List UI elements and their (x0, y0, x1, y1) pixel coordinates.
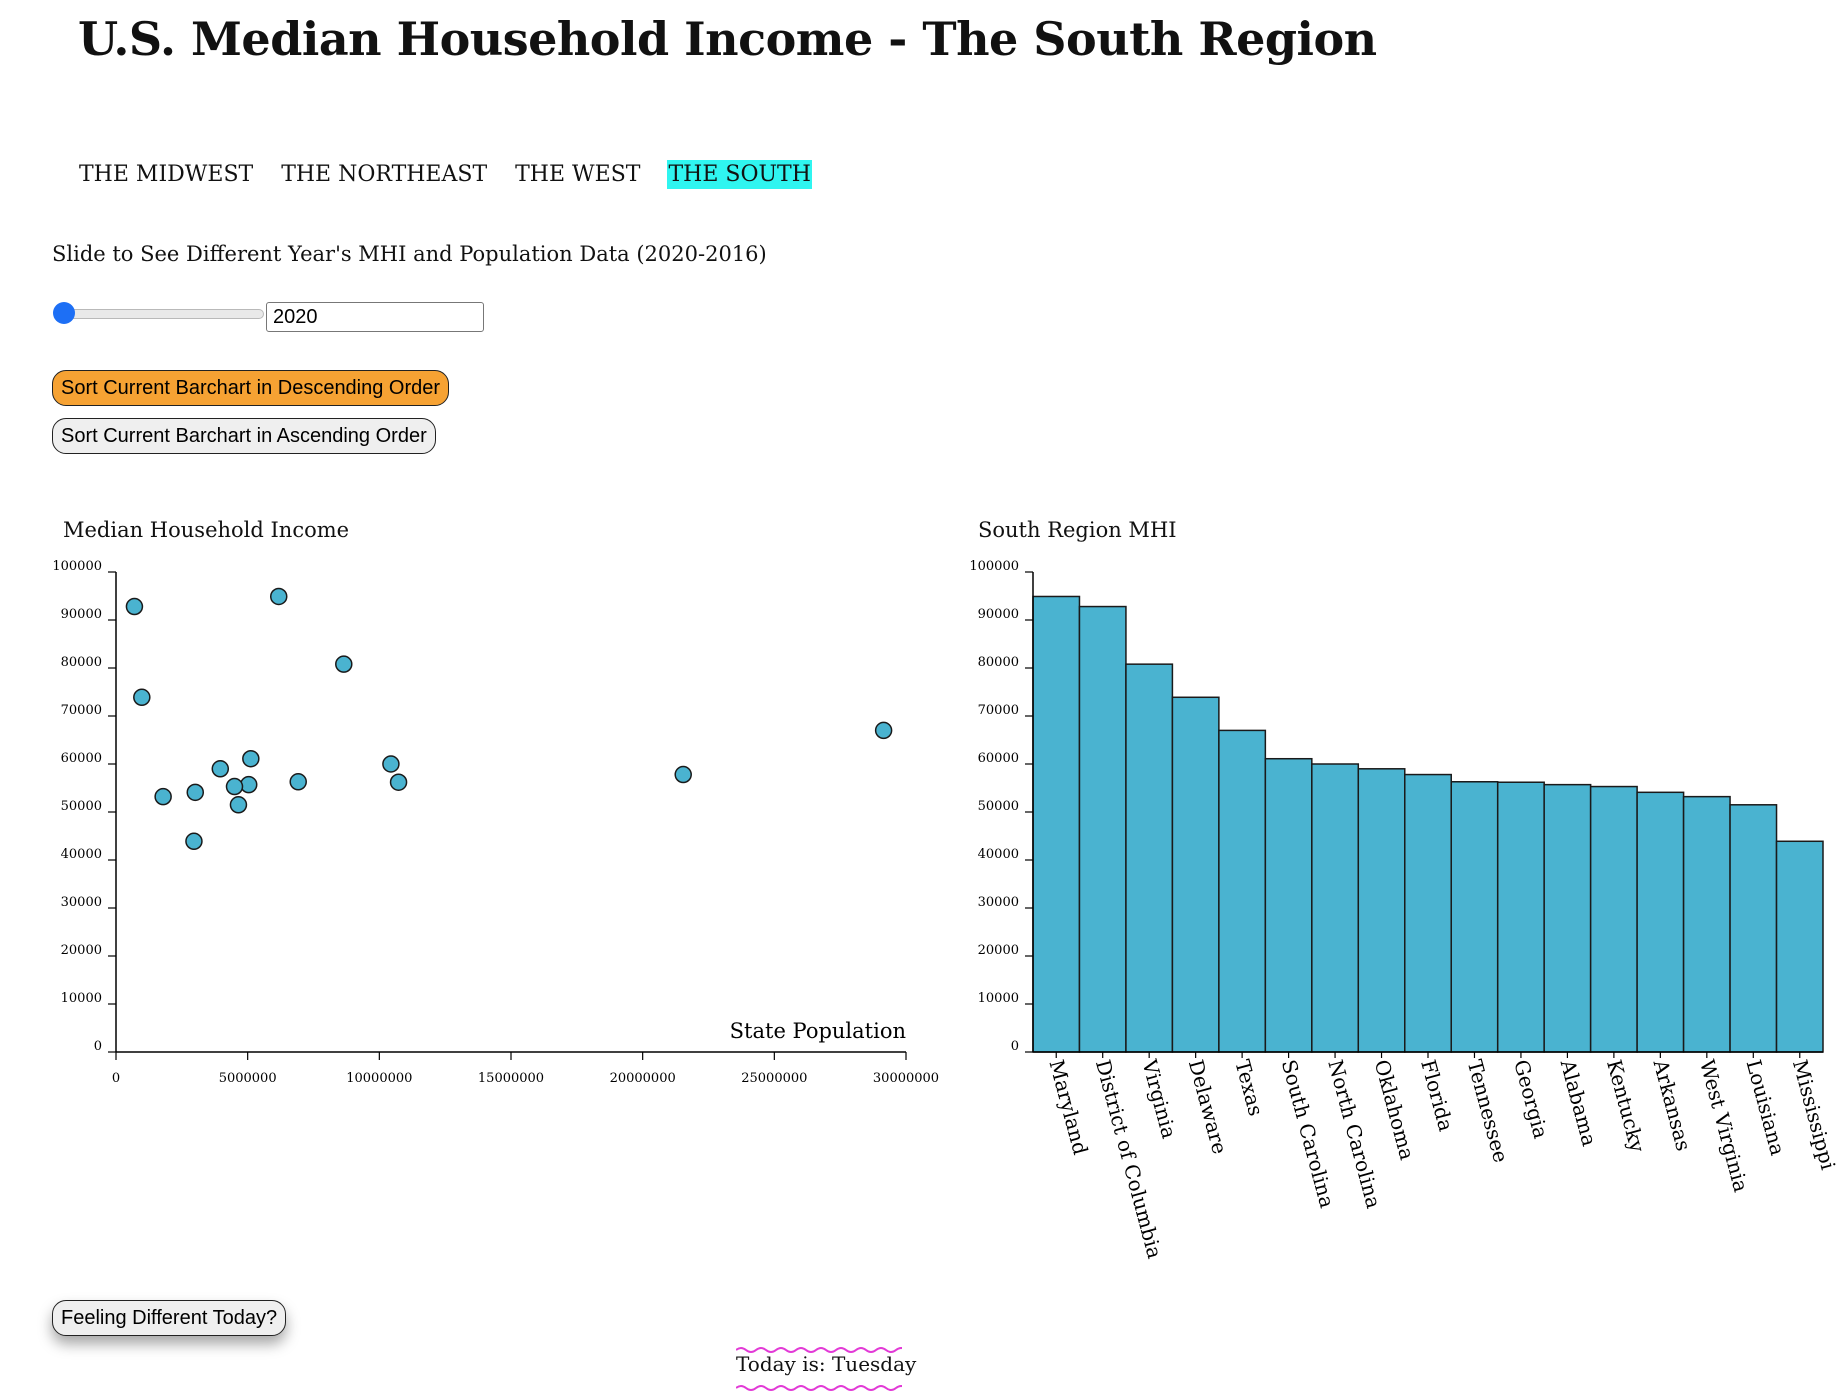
bar (1032, 595, 1081, 1053)
scatter-x-tick-label: 20000000 (610, 1071, 676, 1086)
scatter-point (229, 796, 248, 814)
scatter-x-tick-label: 5000000 (219, 1071, 277, 1086)
scatter-chart: 0 10000 20000 30000 40000 50000 60000 70000 8000… (52, 559, 939, 1086)
scatter-y-tick-label: 90000 (61, 607, 102, 622)
bar (1636, 791, 1685, 1053)
bar-y-tick-label: 70000 (978, 703, 1019, 718)
scatter-point (335, 655, 353, 673)
today-text: Today is: Tuesday (736, 1352, 917, 1376)
scatter-x-tick-label: 15000000 (478, 1071, 544, 1086)
page-title: U.S. Median Household Income - The South… (78, 12, 1377, 66)
scatter-x-axis-label: State Population (730, 1019, 906, 1043)
scatter-point (185, 832, 203, 851)
scatter-title: Median Household Income (63, 518, 350, 542)
bar (1496, 781, 1545, 1053)
bar-category-label: Kentucky (1602, 1057, 1650, 1155)
scatter-point (225, 777, 244, 796)
bar-y-tick-label: 100000 (969, 559, 1019, 574)
bar (1125, 663, 1174, 1053)
bar-category-label: Louisiana (1741, 1057, 1790, 1158)
scatter-point (211, 760, 230, 778)
scatter-y-tick-label: 60000 (61, 751, 102, 766)
bar (1311, 763, 1360, 1053)
scatter-x-tick-label: 0 (112, 1071, 120, 1086)
bar-y-tick-label: 80000 (978, 655, 1019, 670)
feeling-different-button[interactable]: Feeling Different Today? (52, 1300, 287, 1336)
scatter-point (674, 765, 692, 784)
bar (1729, 804, 1778, 1053)
bar-category-label: Delaware (1184, 1057, 1232, 1157)
bar-category-label: West Virginia (1695, 1057, 1753, 1195)
bar (1775, 840, 1824, 1053)
scatter-y-tick-label: 70000 (61, 703, 102, 718)
bar-y-tick-label: 50000 (978, 799, 1019, 814)
scatter-y-tick-label: 100000 (52, 559, 102, 574)
scatter-point (874, 721, 893, 740)
bar-y-tick-label: 30000 (978, 895, 1019, 910)
bar (1218, 729, 1267, 1053)
bar-category-label: Maryland (1044, 1057, 1092, 1157)
bar (1264, 757, 1313, 1053)
scatter-y-tick-label: 80000 (61, 655, 102, 670)
slider-track[interactable] (56, 309, 264, 319)
bar-category-label: Virginia (1137, 1056, 1181, 1141)
bar-chart-title: South Region MHI (978, 518, 1177, 542)
scatter-point (269, 587, 288, 606)
scatter-y-tick-label: 30000 (61, 895, 102, 910)
sort-descending-button[interactable]: Sort Current Barchart in Descending Orde… (52, 370, 450, 406)
scatter-x-tick-label: 10000000 (346, 1071, 412, 1086)
bar-category-label: Georgia (1509, 1057, 1553, 1141)
bar (1682, 795, 1731, 1053)
bar-category-label: Alabama (1555, 1056, 1601, 1149)
bar (1078, 605, 1127, 1053)
scatter-point (133, 688, 151, 707)
slider-thumb[interactable] (53, 302, 75, 324)
bar-category-label: Texas (1230, 1057, 1268, 1118)
nav-northeast[interactable]: THE NORTHEAST (281, 162, 488, 187)
bar (1404, 773, 1452, 1053)
bar (1357, 768, 1406, 1053)
bar-y-tick-label: 90000 (978, 607, 1019, 622)
scatter-point (154, 787, 172, 806)
bar-y-tick-label: 10000 (978, 991, 1019, 1006)
today-wave-top (736, 1347, 902, 1353)
nav-west[interactable]: THE WEST (515, 162, 641, 187)
scatter-y-tick-label: 10000 (61, 991, 102, 1006)
region-nav: THE MIDWEST THE NORTHEAST THE WEST THE S… (78, 160, 812, 189)
scatter-point (242, 749, 260, 768)
today-wave-bottom (736, 1385, 902, 1391)
bar-category-label: Tennessee (1463, 1057, 1513, 1165)
scatter-point (389, 773, 408, 791)
bar-y-tick-label: 0 (1011, 1039, 1019, 1054)
scatter-x-tick-label: 25000000 (741, 1071, 807, 1086)
scatter-point (289, 773, 307, 791)
sort-ascending-button[interactable]: Sort Current Barchart in Ascending Order (52, 418, 436, 454)
year-input[interactable] (266, 302, 484, 332)
scatter-point (125, 597, 144, 616)
bar (1543, 783, 1592, 1053)
scatter-y-tick-label: 40000 (61, 847, 102, 862)
bar-category-label: Oklahoma (1370, 1057, 1420, 1162)
year-slider[interactable] (53, 302, 264, 324)
scatter-y-tick-label: 50000 (61, 799, 102, 814)
bar-y-tick-label: 20000 (978, 943, 1019, 958)
bar-category-label: Mississippi (1788, 1057, 1840, 1172)
nav-south[interactable]: THE SOUTH (667, 160, 812, 189)
bar-y-tick-label: 40000 (978, 847, 1019, 862)
scatter-point (382, 755, 400, 773)
nav-midwest[interactable]: THE MIDWEST (79, 162, 254, 187)
scatter-point (186, 783, 205, 802)
scatter-point (239, 775, 258, 794)
bar-category-label: Arkansas (1648, 1056, 1696, 1153)
bar-y-tick-label: 60000 (978, 751, 1019, 766)
bar-category-label: Florida (1416, 1057, 1458, 1134)
scatter-x-tick-label: 30000000 (873, 1071, 939, 1086)
bar (1171, 696, 1220, 1053)
bar (1589, 785, 1638, 1053)
slider-label: Slide to See Different Year's MHI and Po… (52, 242, 767, 266)
bar (1450, 781, 1499, 1053)
bar-chart: 0 10000 20000 30000 40000 50000 60000 70000 8000… (969, 559, 1840, 1261)
scatter-y-tick-label: 0 (94, 1039, 102, 1054)
scatter-y-tick-label: 20000 (61, 943, 102, 958)
